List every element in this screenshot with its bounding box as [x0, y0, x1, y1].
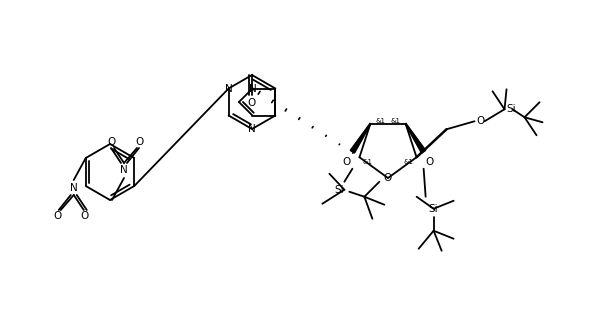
Text: &1: &1 — [362, 159, 372, 165]
Text: Si: Si — [334, 185, 344, 195]
Text: N: N — [120, 165, 128, 175]
Text: N: N — [70, 183, 77, 193]
Text: N: N — [249, 83, 256, 94]
Text: O: O — [342, 157, 350, 167]
Text: Si: Si — [429, 204, 439, 214]
Text: &1: &1 — [390, 118, 401, 124]
Text: N: N — [248, 124, 256, 134]
Text: O: O — [426, 157, 434, 167]
Text: O: O — [384, 173, 392, 183]
Text: O: O — [476, 116, 485, 126]
Text: Si: Si — [507, 104, 516, 114]
Polygon shape — [350, 124, 371, 153]
Text: O: O — [136, 137, 144, 147]
Text: O: O — [107, 137, 115, 147]
Text: N: N — [225, 83, 232, 94]
Text: O: O — [54, 211, 62, 221]
Text: &1: &1 — [403, 159, 414, 165]
Polygon shape — [405, 124, 426, 153]
Text: O: O — [80, 211, 89, 221]
Text: O: O — [248, 98, 256, 108]
Text: &1: &1 — [375, 118, 386, 124]
